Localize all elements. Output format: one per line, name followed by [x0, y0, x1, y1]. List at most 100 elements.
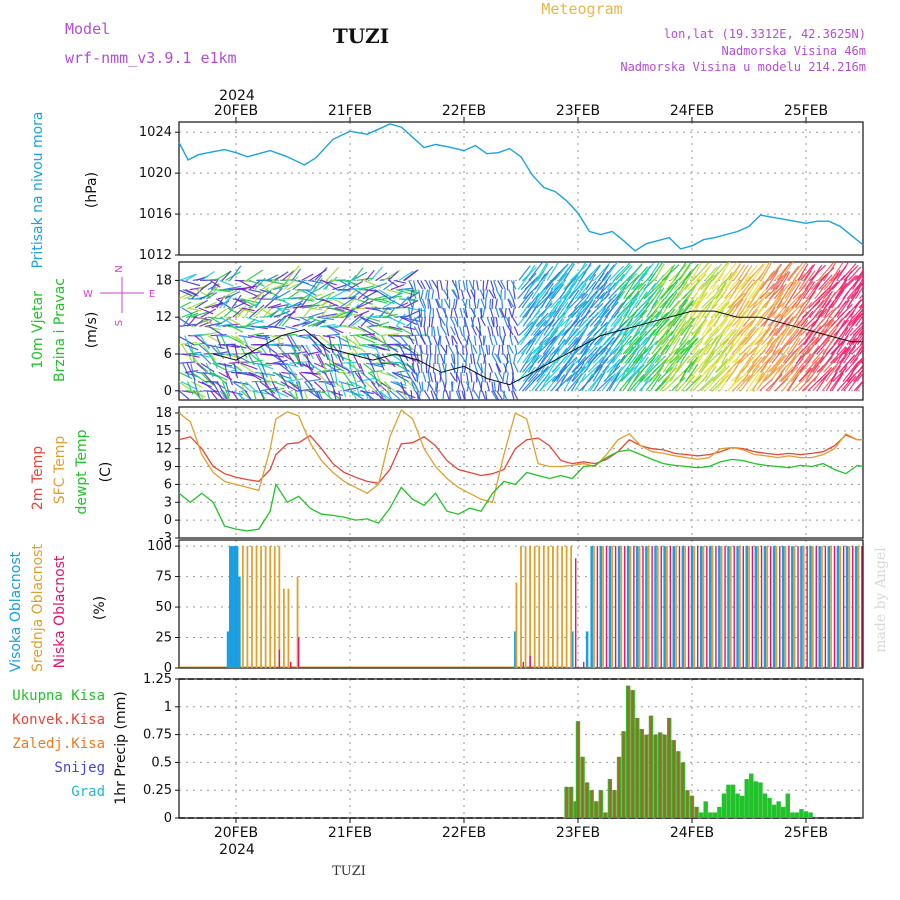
- wind-arrow: [483, 335, 486, 346]
- wind-arrow: [427, 363, 431, 374]
- wind-arrow: [276, 307, 290, 311]
- wind-arrow: [587, 337, 604, 355]
- wind-arrow: [309, 371, 321, 380]
- wind-arrow: [718, 262, 731, 281]
- precip-bar-convective: [654, 734, 657, 818]
- cloud-bar: [684, 546, 687, 668]
- wind-arrow: [430, 390, 435, 400]
- wind-arrow: [843, 264, 859, 281]
- y-tick-label: 6: [164, 477, 172, 492]
- wind-arrow: [799, 367, 812, 382]
- wind-arrow: [214, 308, 227, 318]
- wind-arrow: [205, 362, 214, 378]
- temp-axis-title-sfc: SFC Temp: [52, 436, 68, 505]
- cloud-bar: [824, 546, 827, 668]
- wind-arrow: [281, 316, 291, 327]
- wind-arrow: [498, 307, 504, 318]
- wind-arrow: [640, 320, 653, 336]
- wind-arrow: [644, 328, 656, 346]
- wind-arrow: [543, 362, 556, 382]
- wind-arrow: [603, 293, 617, 309]
- cloud-bar: [697, 546, 699, 668]
- precip-bar-total: [762, 793, 768, 818]
- wind-arrow: [753, 291, 771, 309]
- cloud-bar: [724, 546, 726, 668]
- wind-arrow: [375, 321, 390, 327]
- cloud-bar: [638, 546, 641, 668]
- wind-arrow: [685, 363, 699, 382]
- wind-arrow: [418, 381, 423, 392]
- wind-arrow: [463, 317, 468, 328]
- wind-speed-line: [213, 310, 863, 386]
- wind-arrow: [770, 274, 784, 290]
- wind-arrow: [344, 325, 360, 330]
- wind-arrow: [703, 334, 719, 355]
- cloud-bar: [524, 546, 527, 668]
- precip-bar-total: [781, 806, 786, 818]
- top-day-label: 25FEB: [784, 103, 828, 119]
- cloud-bar: [273, 546, 276, 668]
- wind-arrow: [512, 316, 519, 327]
- cloud-bar: [298, 637, 300, 668]
- wind-arrow: [593, 330, 608, 346]
- cloud-bar: [241, 546, 244, 668]
- wind-arrow: [483, 353, 487, 364]
- cloud-bar: [738, 546, 741, 668]
- cloud-bar: [830, 546, 832, 668]
- wind-arrow: [545, 355, 560, 373]
- wind-arrow: [681, 375, 696, 392]
- wind-arrow: [222, 323, 241, 327]
- wind-arrow: [563, 316, 580, 336]
- wind-arrow: [841, 310, 855, 327]
- wind-arrow: [623, 279, 637, 300]
- wind-arrow: [404, 353, 421, 356]
- wind-arrow: [184, 335, 193, 353]
- wind-arrow: [428, 307, 432, 318]
- wind-arrow: [397, 296, 409, 309]
- wind-arrow: [203, 301, 217, 309]
- wind-arrow: [338, 344, 344, 362]
- wind-arrow: [469, 390, 474, 400]
- wind-arrow: [317, 353, 325, 366]
- wind-arrow: [489, 298, 492, 309]
- cloud-bar: [736, 546, 739, 668]
- wind-arrow: [737, 279, 753, 300]
- wind-arrow: [588, 264, 601, 281]
- wind-arrow: [765, 270, 779, 290]
- wind-arrow: [612, 347, 624, 364]
- wind-arrow: [237, 285, 258, 291]
- wind-arrow: [398, 353, 408, 372]
- wind-arrow: [643, 340, 659, 355]
- wind-arrow: [315, 390, 322, 400]
- wind-arrow: [508, 353, 512, 364]
- wind-arrow: [615, 264, 631, 281]
- wind-arrow: [568, 292, 586, 309]
- wind-arrow: [535, 312, 549, 327]
- wind-arrow: [406, 362, 418, 376]
- wind-arrow: [856, 344, 863, 355]
- wind-arrow: [773, 317, 789, 336]
- wind-arrow: [537, 263, 549, 281]
- temp-axis-title-dewpt: dewpt Temp: [74, 429, 90, 514]
- wind-arrow: [851, 271, 863, 290]
- wind-arrow: [224, 291, 241, 300]
- wind-arrow: [480, 307, 483, 319]
- wind-arrow: [490, 390, 498, 400]
- wind-arrow: [859, 303, 863, 309]
- wind-arrow: [436, 280, 439, 291]
- lonlat-text: lon,lat (19.3312E, 42.3625N): [664, 27, 866, 41]
- wind-arrow: [624, 320, 641, 337]
- wind-arrow: [401, 344, 417, 355]
- wind-arrow: [626, 354, 643, 373]
- wind-arrow: [679, 361, 693, 382]
- wind-arrow: [780, 288, 794, 309]
- wind-arrow: [704, 266, 718, 281]
- wind-arrow: [821, 290, 833, 309]
- wind-arrow: [767, 335, 781, 355]
- precip-bar-convective: [595, 801, 598, 818]
- cloud-bar: [231, 546, 234, 668]
- wind-arrow: [637, 356, 649, 373]
- wind-arrow: [341, 335, 358, 346]
- wind-arrow: [695, 343, 710, 364]
- precip-legend-item: Snijeg: [54, 760, 105, 776]
